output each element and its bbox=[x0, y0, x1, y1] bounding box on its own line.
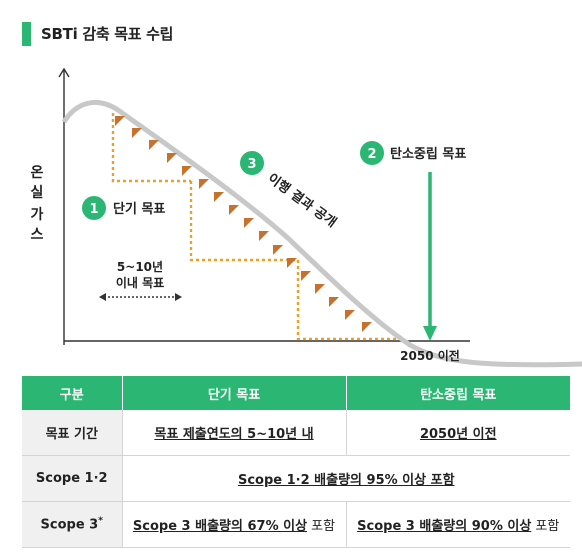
y-axis-arrow bbox=[58, 67, 70, 78]
table-header-row: 구분 단기 목표 탄소중립 목표 bbox=[22, 376, 570, 410]
row-label-period: 목표 기간 bbox=[22, 410, 122, 456]
table-row: 목표 기간 목표 제출연도의 5~10년 내 2050년 이전 bbox=[22, 410, 570, 456]
y-axis-label-4: 스 bbox=[31, 227, 44, 243]
header-short-term: 단기 목표 bbox=[121, 376, 346, 410]
x-marker-label: 2050 이전 bbox=[400, 348, 460, 363]
cell-scope3-net-zero: Scope 3 배출량의 90% 이상 포함 bbox=[345, 501, 570, 548]
target-comparison-table: 구분 단기 목표 탄소중립 목표 목표 기간 목표 제출연도의 5~10년 내 … bbox=[22, 376, 570, 548]
step-2-number: 2 bbox=[367, 147, 376, 162]
table-row: Scope 3* Scope 3 배출량의 67% 이상 포함 Scope 3 … bbox=[22, 501, 570, 548]
y-axis-label-3: 가 bbox=[31, 207, 44, 223]
step-1-number: 1 bbox=[89, 202, 98, 217]
page-title: SBTi 감축 목표 수립 bbox=[41, 25, 174, 43]
reduction-triangles bbox=[115, 116, 372, 332]
step-2-badge bbox=[360, 141, 384, 165]
cell-scope3-short-term: Scope 3 배출량의 67% 이상 포함 bbox=[121, 501, 346, 548]
table-row: Scope 1·2 Scope 1·2 배출량의 95% 이상 포함 bbox=[22, 455, 570, 502]
header-net-zero: 탄소중립 목표 bbox=[345, 376, 570, 410]
emission-curve bbox=[61, 99, 582, 368]
net-zero-arrow-head bbox=[423, 326, 437, 341]
step-1-badge bbox=[82, 196, 106, 220]
y-axis-label-2: 실 bbox=[31, 185, 44, 201]
short-term-step-1 bbox=[111, 113, 191, 183]
range-label-line2: 이내 목표 bbox=[116, 275, 164, 290]
step-2-label: 탄소중립 목표 bbox=[390, 146, 466, 162]
short-term-step-3 bbox=[296, 260, 398, 341]
range-arrow-right bbox=[175, 293, 182, 301]
row-label-scope3: Scope 3* bbox=[22, 501, 122, 548]
step-3-number: 3 bbox=[247, 157, 256, 172]
range-arrow-left bbox=[99, 293, 106, 301]
short-term-step-2 bbox=[189, 181, 298, 262]
step-3-label: 이행 결과 공개 bbox=[265, 170, 340, 230]
step-1-label: 단기 목표 bbox=[113, 201, 165, 217]
step-3-badge bbox=[240, 151, 264, 175]
title-accent-bar bbox=[22, 22, 31, 46]
cell-period-short-term: 목표 제출연도의 5~10년 내 bbox=[121, 410, 346, 456]
row-label-scope12: Scope 1·2 bbox=[22, 455, 122, 502]
cell-scope12-merged: Scope 1·2 배출량의 95% 이상 포함 bbox=[121, 455, 570, 502]
y-axis-label-1: 온 bbox=[31, 165, 44, 181]
cell-period-net-zero: 2050년 이전 bbox=[345, 410, 570, 456]
emission-reduction-diagram: 온 실 가 스 1 단기 목표 2 탄소중립 목표 bbox=[31, 67, 582, 368]
header-category: 구분 bbox=[22, 376, 122, 410]
range-label-line1: 5~10년 bbox=[117, 260, 163, 274]
